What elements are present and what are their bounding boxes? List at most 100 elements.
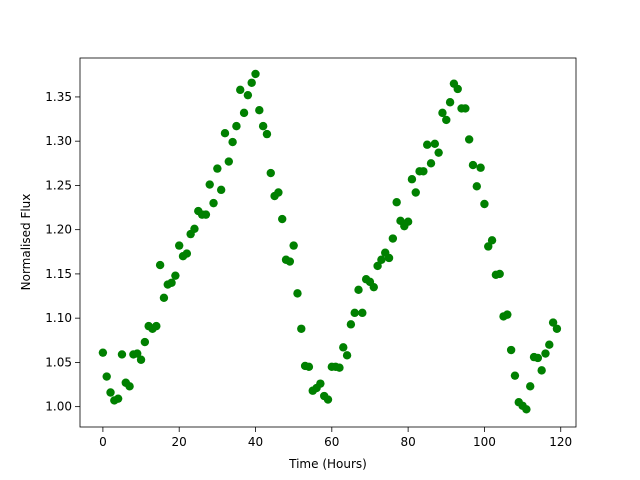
x-tick-label: 100 (473, 435, 496, 449)
point (159, 293, 169, 303)
point (484, 242, 493, 251)
point (541, 349, 550, 358)
point (468, 160, 478, 170)
point (369, 282, 378, 292)
point (136, 355, 146, 364)
point (220, 129, 230, 138)
point (171, 271, 180, 280)
y-tick-label: 1.15 (45, 267, 72, 281)
point (102, 372, 111, 381)
point (476, 163, 485, 172)
point (335, 363, 344, 372)
x-axis-label: Time (Hours) (288, 457, 367, 471)
point (255, 106, 264, 115)
point (224, 157, 233, 166)
point (384, 253, 394, 263)
point (423, 140, 432, 149)
point (125, 382, 134, 391)
x-tick-label: 40 (248, 435, 263, 449)
y-axis-label: Normalised Flux (19, 194, 33, 291)
point (358, 308, 367, 318)
point (388, 234, 398, 243)
point (545, 340, 554, 349)
point (533, 353, 543, 363)
point (155, 260, 165, 270)
point (434, 148, 443, 157)
point (216, 185, 226, 195)
point (304, 362, 314, 372)
point (190, 224, 199, 233)
point (537, 366, 546, 375)
point (411, 188, 420, 197)
point (430, 139, 440, 149)
point (205, 180, 214, 189)
y-tick-label: 1.10 (45, 311, 72, 325)
point (506, 345, 516, 355)
point (392, 198, 401, 207)
point (266, 168, 275, 178)
point (510, 371, 520, 380)
y-tick-label: 1.20 (45, 223, 72, 237)
point (407, 175, 417, 184)
point (201, 210, 211, 219)
point (316, 379, 325, 388)
y-tick-label: 1.00 (45, 400, 72, 414)
point (133, 349, 142, 358)
point (342, 351, 352, 360)
point (236, 85, 245, 95)
point (548, 318, 558, 327)
point (354, 285, 363, 295)
point (293, 289, 302, 298)
point (377, 255, 386, 264)
point (232, 121, 241, 131)
point (373, 261, 382, 271)
point (239, 108, 249, 118)
point (209, 198, 218, 208)
x-tick-label: 0 (99, 435, 107, 449)
x-tick-label: 120 (549, 435, 572, 449)
x-tick-label: 60 (324, 435, 339, 449)
point (213, 164, 222, 173)
point (297, 324, 306, 333)
point (182, 249, 192, 258)
point (403, 217, 413, 226)
point (461, 104, 470, 113)
y-tick-label: 1.30 (45, 134, 72, 148)
point (487, 236, 497, 245)
point (106, 388, 115, 397)
y-tick-label: 1.25 (45, 178, 72, 192)
point (480, 199, 489, 209)
point (98, 348, 108, 357)
point (251, 69, 260, 79)
point (522, 405, 531, 414)
x-tick-label: 20 (172, 435, 187, 449)
point (426, 159, 436, 168)
point (228, 137, 237, 147)
point (258, 121, 268, 131)
point (526, 382, 535, 391)
point (289, 241, 298, 250)
point (262, 129, 272, 139)
point (323, 395, 333, 404)
point (438, 108, 447, 118)
point (552, 324, 562, 333)
point (503, 310, 512, 319)
point (472, 182, 481, 191)
point (464, 135, 474, 144)
point (346, 320, 356, 329)
point (419, 167, 428, 176)
y-tick-label: 1.35 (45, 90, 72, 104)
point (175, 241, 184, 250)
point (117, 350, 127, 359)
point (495, 269, 504, 279)
point (243, 90, 253, 100)
point (453, 84, 462, 94)
point (278, 214, 287, 224)
point (140, 337, 150, 347)
point (339, 343, 348, 352)
point (113, 394, 123, 403)
y-tick-label: 1.05 (45, 355, 72, 369)
point (445, 98, 455, 107)
